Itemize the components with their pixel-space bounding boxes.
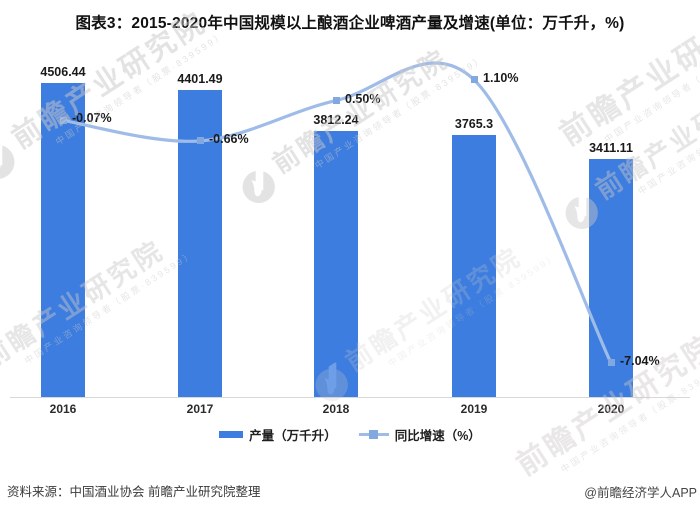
- bar-2020: [589, 159, 633, 397]
- legend-item-growth: 同比增速（%）: [358, 425, 481, 444]
- bar-value-2018: 3812.24: [313, 113, 359, 128]
- bar-value-2019: 3765.3: [454, 116, 494, 131]
- bar-value-2020: 3411.11: [589, 141, 633, 156]
- line-value-2019: 1.10%: [483, 70, 519, 85]
- line-marker-2020: [607, 359, 615, 367]
- line-value-2018: 0.50%: [345, 91, 381, 106]
- growth-line: [61, 61, 613, 365]
- line-value-2017: -0.66%: [209, 131, 249, 146]
- bar-value-2016: 4506.44: [40, 64, 86, 79]
- bar-2019: [452, 134, 496, 397]
- bar-2016: [41, 82, 85, 397]
- bar-2018: [314, 131, 358, 397]
- legend-label-growth: 同比增速（%）: [394, 428, 481, 443]
- legend-label-production: 产量（万千升）: [249, 428, 337, 443]
- line-marker-2018: [332, 97, 340, 105]
- bar-swatch-icon: [219, 430, 244, 438]
- line-swatch-icon: [358, 429, 389, 439]
- credit-note: @前瞻经济学人APP: [584, 486, 697, 500]
- line-value-2016: -0.07%: [72, 111, 112, 126]
- source-note: 资料来源：中国酒业协会 前瞻产业研究院整理: [7, 485, 261, 499]
- x-label-2019: 2019: [460, 402, 488, 416]
- x-label-2018: 2018: [322, 402, 350, 416]
- line-value-2020: -7.04%: [620, 353, 660, 368]
- line-marker-2017: [196, 137, 204, 145]
- x-axis-line: [10, 397, 690, 398]
- x-label-2020: 2020: [597, 402, 625, 416]
- line-marker-2019: [470, 76, 478, 84]
- chart-title: 图表3：2015-2020年中国规模以上酿酒企业啤酒产量及增速(单位：万千升，%…: [75, 15, 625, 32]
- x-label-2016: 2016: [49, 402, 77, 416]
- x-label-2017: 2017: [186, 402, 214, 416]
- bar-value-2017: 4401.49: [177, 72, 223, 87]
- line-marker-2016: [59, 116, 67, 124]
- legend-item-production: 产量（万千升）: [219, 425, 337, 444]
- legend: 产量（万千升） 同比增速（%）: [0, 425, 700, 443]
